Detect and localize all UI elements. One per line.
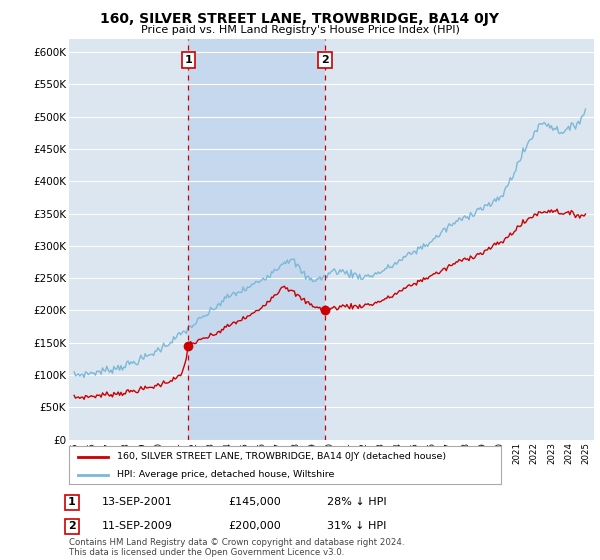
Text: 1: 1 [185, 55, 193, 65]
Text: £145,000: £145,000 [228, 497, 281, 507]
Bar [188, 39, 325, 440]
Text: 2: 2 [321, 55, 329, 65]
Text: 1: 1 [68, 497, 76, 507]
Text: 2: 2 [68, 521, 76, 531]
Text: £200,000: £200,000 [228, 521, 281, 531]
Text: 160, SILVER STREET LANE, TROWBRIDGE, BA14 0JY (detached house): 160, SILVER STREET LANE, TROWBRIDGE, BA1… [116, 452, 446, 461]
Text: 31% ↓ HPI: 31% ↓ HPI [327, 521, 386, 531]
Text: 13-SEP-2001: 13-SEP-2001 [102, 497, 173, 507]
Text: 28% ↓ HPI: 28% ↓ HPI [327, 497, 386, 507]
Text: Contains HM Land Registry data © Crown copyright and database right 2024.
This d: Contains HM Land Registry data © Crown c… [69, 538, 404, 557]
Text: 160, SILVER STREET LANE, TROWBRIDGE, BA14 0JY: 160, SILVER STREET LANE, TROWBRIDGE, BA1… [101, 12, 499, 26]
Text: Price paid vs. HM Land Registry's House Price Index (HPI): Price paid vs. HM Land Registry's House … [140, 25, 460, 35]
Text: HPI: Average price, detached house, Wiltshire: HPI: Average price, detached house, Wilt… [116, 470, 334, 479]
Text: 11-SEP-2009: 11-SEP-2009 [102, 521, 173, 531]
